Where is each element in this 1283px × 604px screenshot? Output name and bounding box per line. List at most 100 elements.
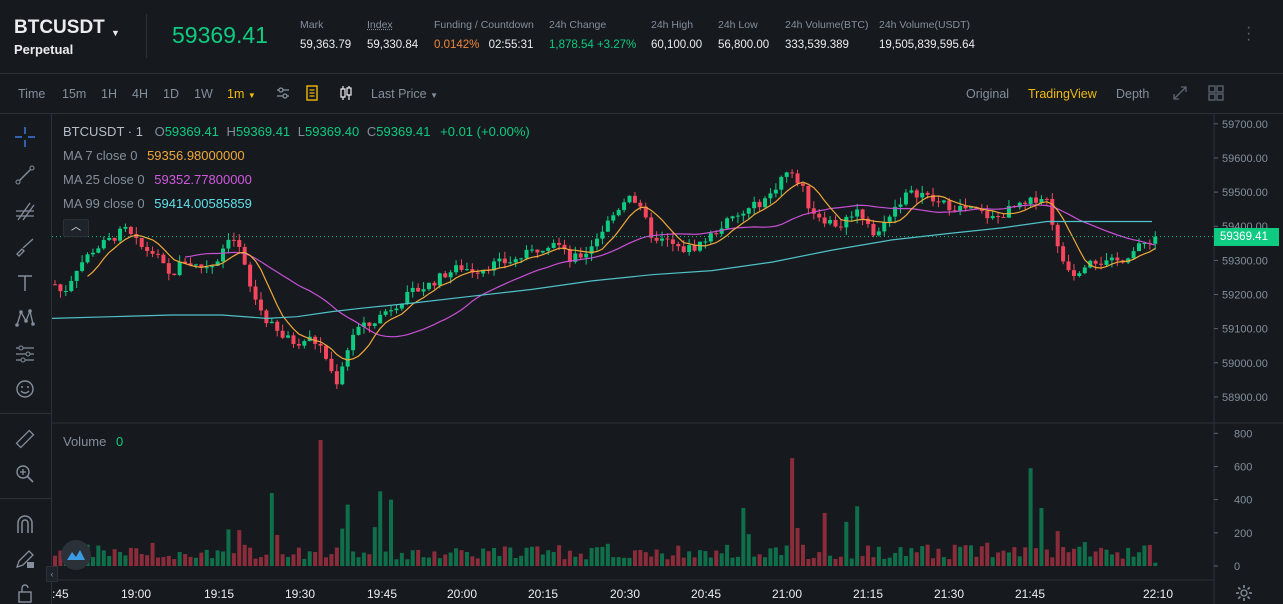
candle-body bbox=[1017, 202, 1022, 208]
symbol-name[interactable]: BTCUSDT bbox=[14, 17, 105, 38]
candle-body bbox=[806, 185, 811, 209]
fib-tools-icon[interactable] bbox=[12, 198, 38, 224]
symbol-dropdown-icon[interactable]: ▼ bbox=[111, 28, 120, 38]
view-original[interactable]: Original bbox=[966, 87, 1010, 101]
view-tradingview[interactable]: TradingView bbox=[1028, 87, 1097, 101]
candle-body bbox=[898, 204, 903, 207]
candle-body bbox=[1137, 243, 1141, 252]
time-label[interactable]: Time bbox=[18, 87, 46, 101]
price-type-label: Last Price bbox=[371, 87, 427, 101]
volume-bar bbox=[1109, 554, 1114, 566]
volume-bar bbox=[725, 544, 730, 566]
zoom-in-icon[interactable] bbox=[12, 461, 38, 487]
volume-bar bbox=[855, 506, 860, 566]
tradingview-logo-icon[interactable] bbox=[61, 540, 91, 570]
candle-body bbox=[145, 246, 150, 251]
interval-1w[interactable]: 1W bbox=[194, 87, 213, 101]
chevron-down-icon: ▼ bbox=[247, 91, 256, 100]
scroll-left-button[interactable]: ‹ bbox=[46, 566, 58, 582]
trend-line-icon[interactable] bbox=[12, 162, 38, 188]
chart-canvas[interactable]: 59700.0059600.0059500.0059400.0059300.00… bbox=[52, 114, 1283, 604]
candle-body bbox=[410, 287, 415, 292]
volume-bar bbox=[389, 499, 394, 566]
layout-grid-icon[interactable] bbox=[1207, 84, 1225, 102]
candle-body bbox=[822, 217, 827, 224]
collapse-legend-button[interactable]: ︿ bbox=[63, 219, 89, 237]
volume-bar bbox=[264, 554, 269, 566]
volume-bar bbox=[199, 552, 204, 566]
candle-body bbox=[600, 231, 605, 239]
volume-bar bbox=[567, 550, 572, 566]
candle-body bbox=[996, 216, 1001, 218]
volume-bar bbox=[876, 546, 881, 566]
brush-icon[interactable] bbox=[12, 234, 38, 260]
candle-body bbox=[535, 249, 540, 253]
volume-bar bbox=[1099, 547, 1104, 566]
stat-index[interactable]: Index 59,330.84 bbox=[367, 19, 418, 51]
volume-bar bbox=[795, 528, 800, 566]
volume-bar bbox=[849, 558, 854, 566]
crosshair-icon[interactable] bbox=[12, 124, 38, 150]
volume-bar bbox=[1034, 548, 1039, 566]
volume-bar bbox=[226, 529, 231, 566]
candle-body bbox=[437, 273, 442, 286]
interval-4h[interactable]: 4H bbox=[132, 87, 148, 101]
candle-body bbox=[687, 245, 692, 253]
volume-axis: 800 600 400 200 0 bbox=[1214, 428, 1252, 573]
price-type-select[interactable]: Last Price ▼ bbox=[371, 87, 438, 101]
ruler-icon[interactable] bbox=[12, 426, 38, 452]
candle-body bbox=[779, 176, 784, 190]
stat-funding: Funding / Countdown 0.0142% 02:55:31 bbox=[434, 19, 534, 51]
volume-bar bbox=[1001, 550, 1006, 566]
price-tick-label: 59300.00 bbox=[1222, 255, 1268, 267]
volume-bar bbox=[448, 552, 453, 566]
emoji-icon[interactable] bbox=[12, 376, 38, 402]
pattern-icon[interactable] bbox=[12, 305, 38, 331]
stat-24h-volume-btc: 24h Volume(BTC) 333,539.389 bbox=[785, 19, 868, 51]
volume-bar bbox=[1120, 558, 1125, 566]
candle-body bbox=[529, 249, 534, 251]
candle-body bbox=[231, 239, 236, 241]
tools-divider bbox=[0, 413, 52, 414]
volume-bar bbox=[985, 542, 990, 566]
candle-body bbox=[155, 253, 160, 255]
candle-body bbox=[524, 249, 529, 259]
candle-body bbox=[177, 261, 182, 276]
candle-body bbox=[497, 258, 502, 262]
candle-body bbox=[172, 273, 177, 276]
magnet-icon[interactable] bbox=[12, 511, 38, 537]
candle-body bbox=[464, 269, 469, 271]
candle-body bbox=[1044, 198, 1049, 200]
volume-bar bbox=[302, 558, 307, 566]
text-tool-icon[interactable] bbox=[12, 270, 38, 296]
interval-1m-active[interactable]: 1m ▼ bbox=[227, 87, 256, 101]
view-depth[interactable]: Depth bbox=[1116, 87, 1150, 101]
more-options-icon[interactable]: · · · bbox=[1246, 19, 1252, 48]
candle-body bbox=[882, 221, 887, 232]
fullscreen-icon[interactable] bbox=[1171, 84, 1189, 102]
lock-drawing-icon[interactable] bbox=[12, 546, 38, 572]
header-divider bbox=[146, 14, 147, 58]
stat-value: 60,100.00 bbox=[651, 39, 703, 51]
settings-sliders-icon[interactable] bbox=[274, 84, 292, 102]
interval-1d[interactable]: 1D bbox=[163, 87, 179, 101]
stat-24h-volume-usdt: 24h Volume(USDT) 19,505,839,595.64 bbox=[879, 19, 975, 51]
lock-icon[interactable] bbox=[12, 580, 38, 604]
interval-15m[interactable]: 15m bbox=[62, 87, 87, 101]
ticker-header: BTCUSDT Perpetual ▼ 59369.41 Mark 59,363… bbox=[0, 0, 1283, 74]
candle-body bbox=[183, 261, 188, 264]
chart-area[interactable]: 59700.0059600.0059500.0059400.0059300.00… bbox=[46, 114, 1283, 604]
candle-body bbox=[714, 233, 719, 235]
candle-body bbox=[893, 206, 898, 217]
time-axis: :45 19:00 19:15 19:30 19:45 20:00 20:15 20:30 20… bbox=[52, 587, 1173, 601]
candle-body bbox=[567, 249, 572, 262]
candle-type-icon[interactable] bbox=[337, 84, 355, 102]
chart-settings-gear-icon[interactable] bbox=[1235, 584, 1253, 602]
volume-bar bbox=[454, 548, 459, 566]
indicators-icon[interactable] bbox=[303, 84, 321, 102]
candle-body bbox=[665, 238, 670, 240]
time-tick-label: 21:30 bbox=[934, 587, 964, 601]
volume-bar bbox=[952, 544, 957, 566]
prediction-tools-icon[interactable] bbox=[12, 341, 38, 367]
interval-1h[interactable]: 1H bbox=[101, 87, 117, 101]
